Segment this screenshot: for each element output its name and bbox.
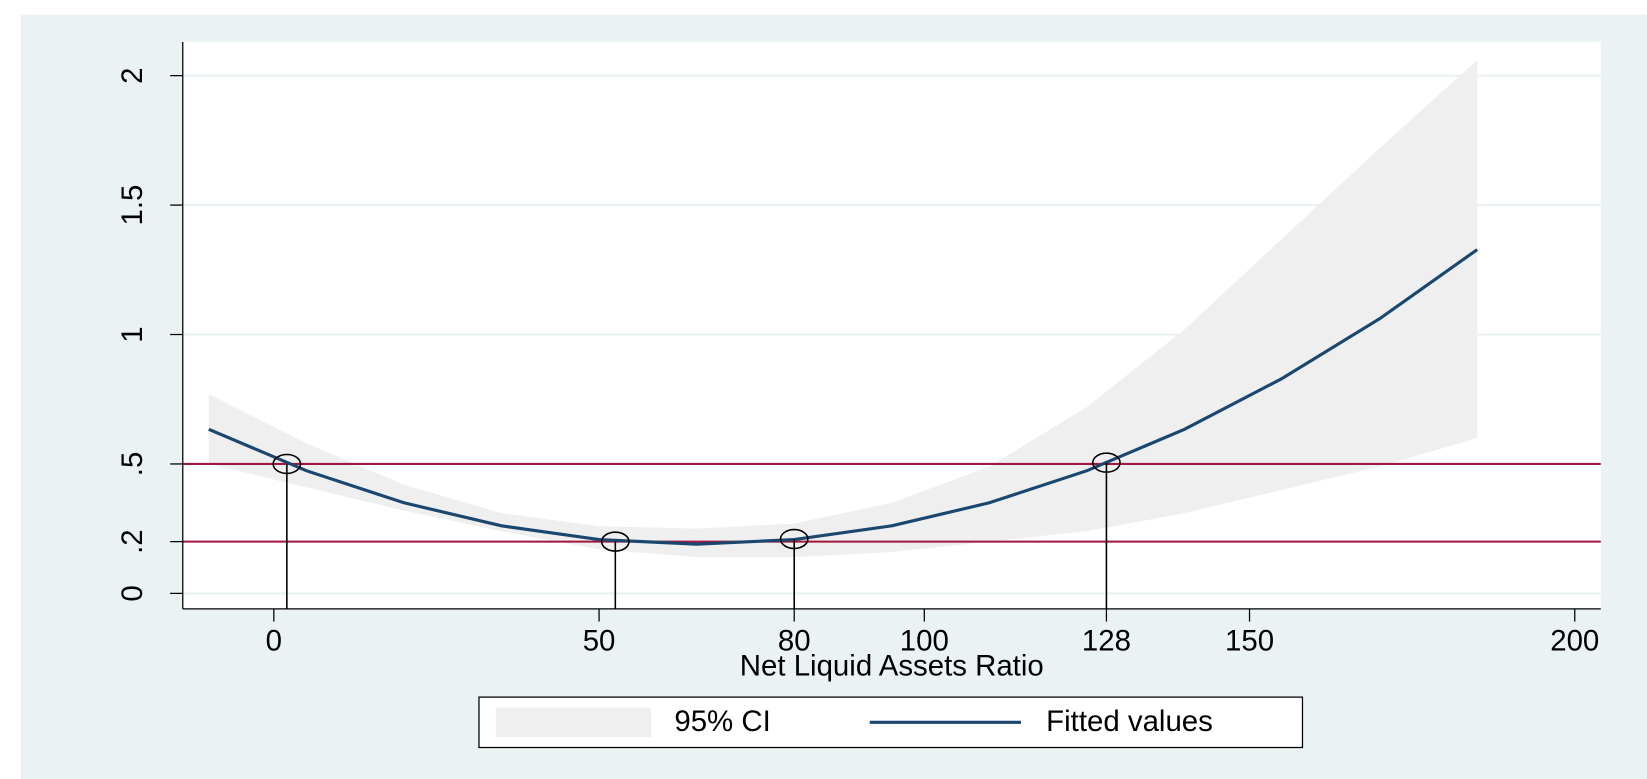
x-tick-label: 0 (266, 624, 282, 657)
x-tick-label: 50 (583, 624, 616, 657)
legend-swatch (495, 707, 652, 738)
point-marker (272, 453, 302, 475)
point-marker (600, 531, 630, 552)
ci-band (208, 60, 1478, 558)
x-axis-label: Net Liquid Assets Ratio (740, 649, 1044, 682)
y-tick-label: 2 (116, 67, 149, 83)
x-tick-label: 80 (778, 624, 811, 657)
y-tick-label: .2 (116, 529, 149, 554)
point-marker (1091, 452, 1121, 473)
x-tick-label: 100 (900, 624, 949, 657)
x-tick-label: 128 (1082, 624, 1131, 657)
fitted-line (208, 248, 1479, 546)
x-tick-label: 200 (1550, 624, 1599, 657)
legend-label: Fitted values (1046, 705, 1213, 738)
y-tick-label: 1.5 (116, 185, 149, 226)
y-tick-label: 1 (116, 326, 149, 342)
y-tick-label: .5 (116, 452, 149, 477)
x-tick-label: 150 (1225, 624, 1274, 657)
point-marker (779, 528, 809, 550)
y-tick-label: 0 (116, 585, 149, 601)
legend-label: 95% CI (674, 705, 770, 738)
